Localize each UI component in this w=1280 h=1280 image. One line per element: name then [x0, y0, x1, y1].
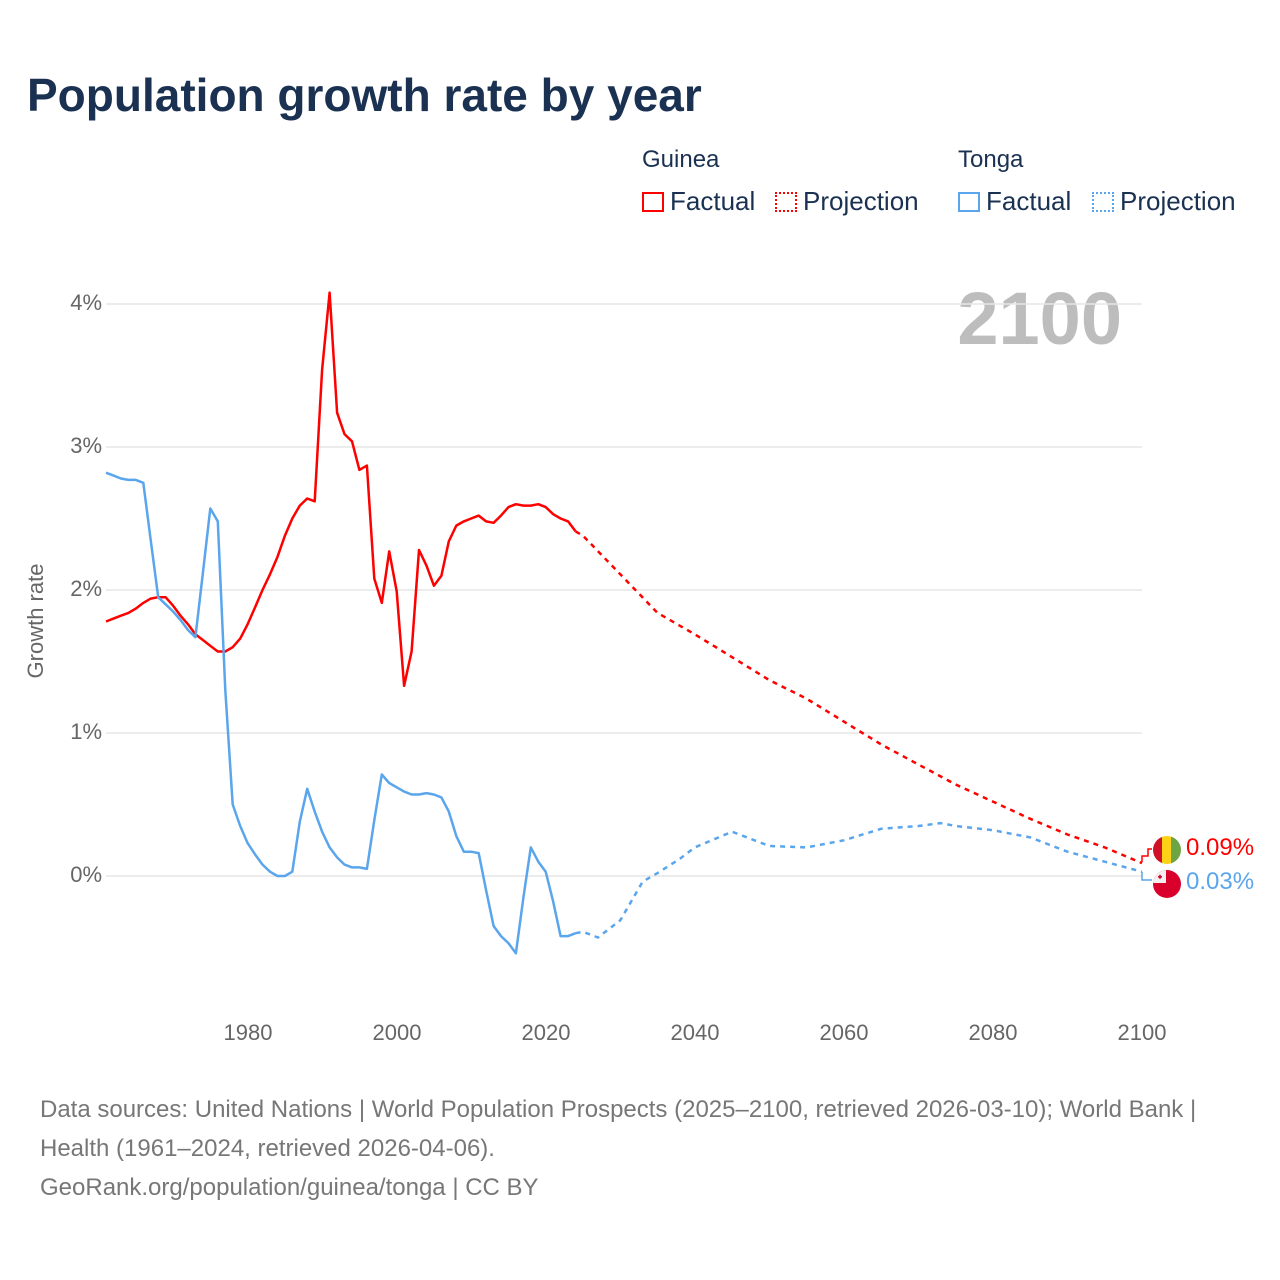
end-markers [1141, 836, 1181, 898]
tonga-flag-icon [1153, 870, 1181, 898]
legend-tonga-projection[interactable]: Projection [1092, 186, 1236, 217]
legend-guinea-projection[interactable]: Projection [775, 186, 919, 217]
footer: Data sources: United Nations | World Pop… [40, 1090, 1240, 1207]
legend-label: Factual [986, 186, 1072, 216]
legend-label: Projection [803, 186, 919, 216]
legend-group-guinea: Guinea [642, 146, 720, 173]
legend-swatch-solid [642, 191, 664, 212]
series-line-guinea-projection [574, 530, 1143, 865]
guinea-flag-icon [1153, 836, 1181, 864]
legend-swatch-solid [958, 191, 980, 212]
x-tick-label: 2000 [372, 1020, 422, 1045]
x-tick-label: 2100 [1117, 1020, 1167, 1045]
credit-link[interactable]: GeoRank.org/population/guinea/tonga | CC… [40, 1174, 539, 1201]
legend-guinea-factual[interactable]: Factual [642, 186, 755, 217]
y-tick-label: 1% [70, 719, 102, 744]
x-tick-label: 2040 [670, 1020, 720, 1045]
legend-swatch-dotted [1092, 191, 1114, 212]
legend-tonga-factual[interactable]: Factual [958, 186, 1071, 217]
legend-label: Projection [1120, 186, 1236, 216]
y-tick-label: 4% [70, 290, 102, 315]
x-tick-label: 2060 [819, 1020, 869, 1045]
y-tick-label: 2% [70, 576, 102, 601]
series-line-guinea-factual [105, 291, 577, 688]
tonga-leader-line [1141, 872, 1152, 881]
legend-swatch-dotted [775, 191, 797, 212]
x-tick-label: 1980 [223, 1020, 273, 1045]
legend-label: Factual [670, 186, 756, 216]
legend-group-tonga: Tonga [958, 146, 1024, 173]
y-tick-label: 3% [70, 433, 102, 458]
y-tick-label: 0% [70, 862, 102, 887]
series-line-tonga-factual [105, 471, 577, 955]
x-tick-label: 2020 [521, 1020, 571, 1045]
guinea-end-value: 0.09% [1186, 834, 1255, 861]
current-year-display: 2100 [957, 277, 1122, 360]
series-line-tonga-projection [575, 821, 1143, 939]
guinea-leader-line [1141, 848, 1152, 862]
tonga-end-value: 0.03% [1186, 868, 1255, 895]
data-sources: Data sources: United Nations | World Pop… [40, 1096, 1197, 1162]
x-tick-label: 2080 [968, 1020, 1018, 1045]
chart-title: Population growth rate by year [27, 69, 702, 121]
